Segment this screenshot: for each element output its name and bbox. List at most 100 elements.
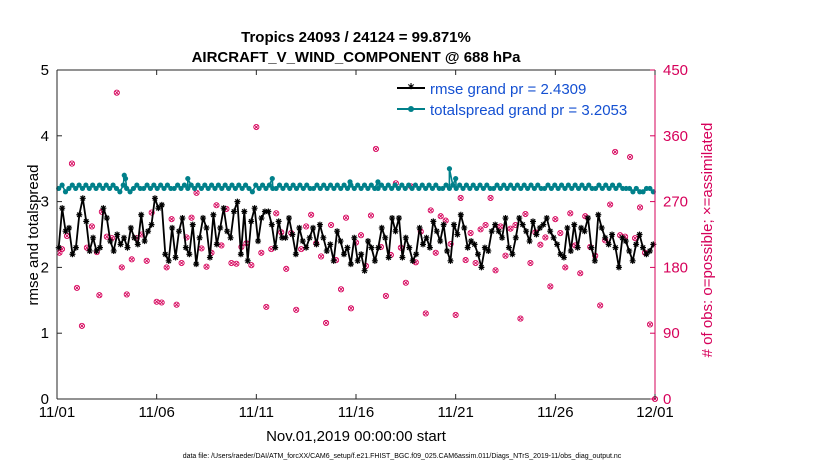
obs-assimilated-marker	[438, 214, 443, 219]
obs-assimilated-marker	[304, 224, 309, 229]
rmse-point	[155, 205, 162, 212]
spread-point	[382, 185, 388, 192]
obs-assimilated-marker	[468, 231, 473, 235]
rmse-point	[591, 257, 598, 264]
obs-assimilated-marker	[443, 218, 448, 223]
rmse-point	[543, 215, 550, 222]
rmse-point	[340, 251, 347, 258]
obs-possible-marker	[143, 257, 150, 264]
obs-possible-marker	[477, 226, 484, 233]
obs-point	[213, 202, 220, 209]
obs-point	[342, 214, 350, 221]
spread-point	[582, 185, 588, 192]
rmse-point	[76, 211, 83, 218]
spread-point	[409, 185, 415, 192]
obs-assimilated-marker	[309, 212, 314, 217]
spread-point	[518, 185, 524, 192]
chart-title-line1: Tropics 24093 / 24124 = 99.871%	[241, 29, 471, 46]
obs-assimilated-marker	[104, 234, 109, 239]
obs-point	[607, 201, 614, 208]
spread-point	[412, 182, 419, 188]
obs-assimilated-marker	[498, 224, 503, 229]
legend: * rmse grand pr = 2.4309 totalspread gra…	[397, 81, 627, 119]
rmse-point	[220, 205, 227, 212]
spread-point	[107, 185, 113, 192]
spread-point	[141, 185, 147, 192]
rmse-point	[227, 234, 234, 241]
spread-point	[640, 189, 646, 195]
spread-point	[93, 185, 99, 192]
rmse-point	[279, 234, 286, 241]
spread-point	[314, 182, 320, 188]
spread-point	[552, 182, 558, 188]
rmse-point	[406, 244, 413, 251]
obs-possible-marker	[213, 202, 220, 209]
obs-point	[193, 189, 200, 196]
spread-point	[178, 185, 184, 192]
rmse-point	[437, 238, 444, 245]
obs-possible-marker	[467, 229, 474, 237]
obs-point	[432, 249, 439, 256]
spread-point	[453, 185, 459, 192]
spread-point	[613, 185, 619, 192]
rmse-point	[492, 221, 499, 228]
obs-assimilated-marker	[234, 261, 239, 266]
rmse-layer	[55, 195, 657, 274]
rmse-point	[327, 241, 334, 248]
spread-point	[341, 182, 347, 188]
obs-possible-marker	[73, 284, 80, 291]
obs-point	[173, 301, 180, 308]
rmse-point	[615, 264, 622, 271]
spread-point	[361, 182, 368, 188]
rmse-point	[103, 215, 110, 222]
spread-point	[497, 185, 504, 192]
obs-assimilated-marker	[608, 202, 613, 207]
footer-data-file: data file: /Users/raeder/DAI/ATM_forcXX/…	[183, 453, 622, 460]
obs-assimilated-marker	[518, 316, 523, 321]
rmse-point	[626, 247, 633, 254]
x-tick-label: 11/26	[537, 404, 573, 421]
spread-point	[130, 185, 137, 192]
spread-point	[599, 185, 605, 192]
rmse-point	[440, 221, 447, 228]
obs-assimilated-marker	[114, 90, 119, 95]
spread-point	[385, 182, 391, 188]
spread-point	[317, 185, 323, 192]
rmse-point	[258, 215, 265, 222]
spread-point	[171, 185, 177, 192]
obs-point	[462, 257, 469, 264]
rmse-point	[547, 228, 554, 235]
rmse-point	[395, 215, 402, 222]
rmse-point	[354, 257, 361, 264]
rmse-point	[478, 264, 485, 271]
rmse-point	[79, 195, 86, 202]
rmse-point	[176, 228, 183, 235]
obs-point	[158, 299, 165, 306]
rmse-point	[337, 238, 344, 245]
spread-point	[351, 185, 357, 192]
spread-point	[185, 175, 191, 182]
rmse-point	[468, 238, 475, 245]
obs-possible-marker	[158, 299, 165, 306]
spread-point	[192, 185, 198, 192]
obs-point	[646, 321, 654, 328]
obs-assimilated-marker	[638, 205, 642, 210]
x-axis-label: Nov.01,2019 00:00:00 start	[266, 428, 447, 445]
rmse-point	[609, 231, 616, 238]
y-ticks-left: 0 1 2 3 4 5	[41, 62, 62, 408]
obs-assimilated-marker	[359, 233, 363, 238]
y-tick-label-left: 3	[41, 194, 49, 211]
obs-possible-marker	[462, 257, 469, 264]
obs-point	[68, 160, 75, 167]
spread-point	[389, 185, 395, 192]
spread-point	[555, 185, 561, 192]
obs-possible-marker	[193, 189, 200, 196]
rmse-point	[578, 224, 585, 231]
rmse-point	[234, 198, 241, 205]
obs-possible-marker	[337, 286, 345, 293]
obs-assimilated-marker	[129, 257, 134, 262]
rmse-point	[636, 231, 643, 238]
rmse-point	[540, 221, 547, 228]
spread-point	[225, 185, 232, 192]
x-tick-label: 11/21	[437, 404, 473, 421]
